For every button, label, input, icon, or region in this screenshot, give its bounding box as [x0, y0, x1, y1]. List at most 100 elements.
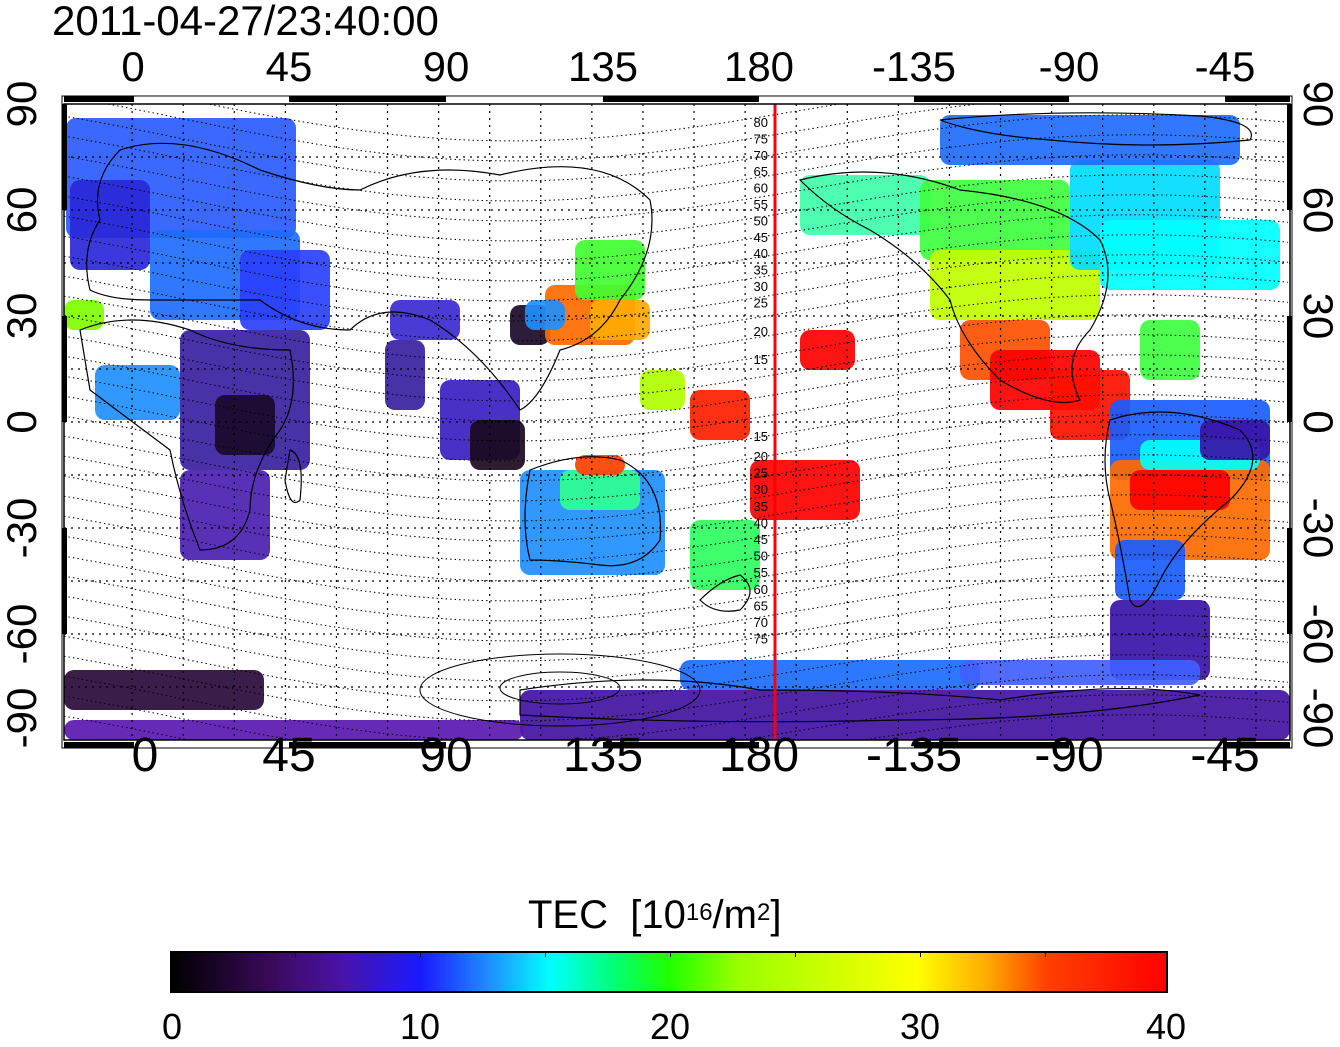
- contour-label: 55: [754, 565, 768, 580]
- colorbar-unit-prefix: [10: [630, 893, 686, 937]
- tec-patch: [920, 180, 1070, 260]
- contour-label: 65: [754, 164, 768, 179]
- coastline: [79, 319, 294, 551]
- contour-label: 25: [754, 466, 768, 481]
- bottom-tick: -45: [1190, 729, 1260, 782]
- contour-label: 65: [754, 598, 768, 613]
- tec-patch: [385, 340, 425, 410]
- colorbar-quantity: TEC: [528, 893, 608, 937]
- polar-contour: [499, 671, 621, 705]
- mag-lat-contour: [64, 514, 1289, 582]
- colorbar-unit-suffix: ]: [770, 893, 782, 937]
- bottom-border-segment: [914, 742, 1069, 748]
- tec-patch: [1140, 320, 1200, 380]
- colorbar-minor-tick: [795, 951, 796, 957]
- tec-patch: [690, 520, 760, 590]
- mag-lat-contour: [64, 354, 1289, 422]
- right-border-segment: [1287, 316, 1292, 422]
- tec-patch: [930, 250, 1100, 320]
- mag-lat-contour: [64, 534, 1289, 602]
- tec-patch: [64, 720, 524, 740]
- mag-lat-contour: [64, 394, 1289, 462]
- tec-patch: [960, 660, 1200, 685]
- right-tick: 60: [1295, 186, 1340, 234]
- mag-lat-contour: [64, 574, 1289, 642]
- colorbar-title: TEC [1016/m2]: [528, 893, 781, 937]
- left-tick: -60: [0, 603, 45, 665]
- left-tick: 90: [0, 80, 45, 128]
- colorbar-minor-tick: [1045, 951, 1046, 957]
- right-tick: 90: [1295, 80, 1340, 128]
- mag-lat-contour: [64, 674, 1289, 740]
- contour-label: 60: [754, 582, 768, 597]
- colorbar-unit-mid: /m: [712, 893, 757, 937]
- contour-label: 20: [754, 449, 768, 464]
- mag-lat-contour: [205, 104, 843, 142]
- mag-lat-contour: [64, 214, 1289, 282]
- top-tick: 90: [422, 43, 470, 90]
- contour-label: 30: [754, 279, 768, 294]
- mag-lat-contour: [64, 474, 1289, 542]
- right-border-segment: [1287, 528, 1292, 634]
- coastline: [939, 112, 1252, 146]
- contour-label: 15: [754, 429, 768, 444]
- coastlines: [79, 112, 1254, 723]
- tec-patch: [1115, 540, 1185, 600]
- top-tick: -45: [1194, 43, 1256, 90]
- tec-patch: [575, 455, 625, 475]
- mag-lat-contour: [64, 694, 1289, 740]
- left-border-segment: [62, 316, 67, 422]
- colorbar-gradient: [170, 951, 1168, 993]
- bottom-tick: 135: [562, 729, 644, 782]
- mag-lat-contour: [64, 334, 1289, 402]
- top-border-segment: [289, 96, 446, 102]
- bottom-tick: -90: [1034, 729, 1104, 782]
- mag-lat-contour: [64, 554, 1289, 622]
- magnetic-latitude-contours: [64, 104, 1289, 740]
- colorbar-minor-tick: [420, 951, 421, 957]
- right-tick: -60: [1295, 603, 1340, 665]
- tec-patch: [95, 365, 180, 420]
- left-tick: 30: [0, 292, 45, 340]
- polar-contour: [419, 653, 701, 727]
- bottom-border-segment: [1225, 742, 1290, 748]
- right-tick: 0: [1295, 410, 1340, 434]
- coastline: [798, 171, 1109, 404]
- coastline: [1104, 411, 1254, 608]
- coastline: [284, 449, 302, 504]
- bottom-border-segment: [603, 742, 759, 748]
- mag-lat-contour: [64, 374, 1289, 442]
- mag-lat-contour: [64, 254, 1289, 322]
- top-tick: 45: [265, 43, 313, 90]
- mag-lat-contour: [64, 234, 1289, 302]
- tec-patch: [575, 240, 645, 300]
- top-tick: 135: [567, 43, 639, 90]
- bottom-tick: 180: [718, 729, 800, 782]
- mag-lat-contour: [64, 134, 1289, 202]
- contour-label: 40: [754, 246, 768, 261]
- contour-label: 20: [754, 324, 768, 339]
- bottom-tick: 90: [419, 729, 473, 782]
- left-border-segment: [62, 104, 67, 210]
- mag-lat-contour: [64, 154, 1289, 222]
- mag-lat-contour: [64, 414, 1289, 482]
- tec-patch: [1100, 220, 1280, 290]
- mag-lat-contour: [64, 654, 1289, 722]
- left-tick: 0: [0, 410, 45, 434]
- tec-patch: [64, 670, 264, 710]
- mag-lat-contour: [104, 104, 983, 162]
- contour-label: 70: [754, 615, 768, 630]
- right-tick: -30: [1295, 497, 1340, 559]
- left-tick: 60: [0, 186, 45, 234]
- left-tick: -90: [0, 687, 45, 749]
- mag-lat-contour: [64, 274, 1289, 342]
- tec-patch: [520, 690, 1290, 740]
- tec-patch: [690, 390, 750, 440]
- tec-patch: [525, 300, 565, 330]
- contour-label: 75: [754, 632, 768, 647]
- coastline: [86, 142, 653, 411]
- mag-lat-contour: [64, 594, 1289, 662]
- right-tick: -90: [1295, 687, 1340, 749]
- mag-lat-contour: [64, 294, 1289, 362]
